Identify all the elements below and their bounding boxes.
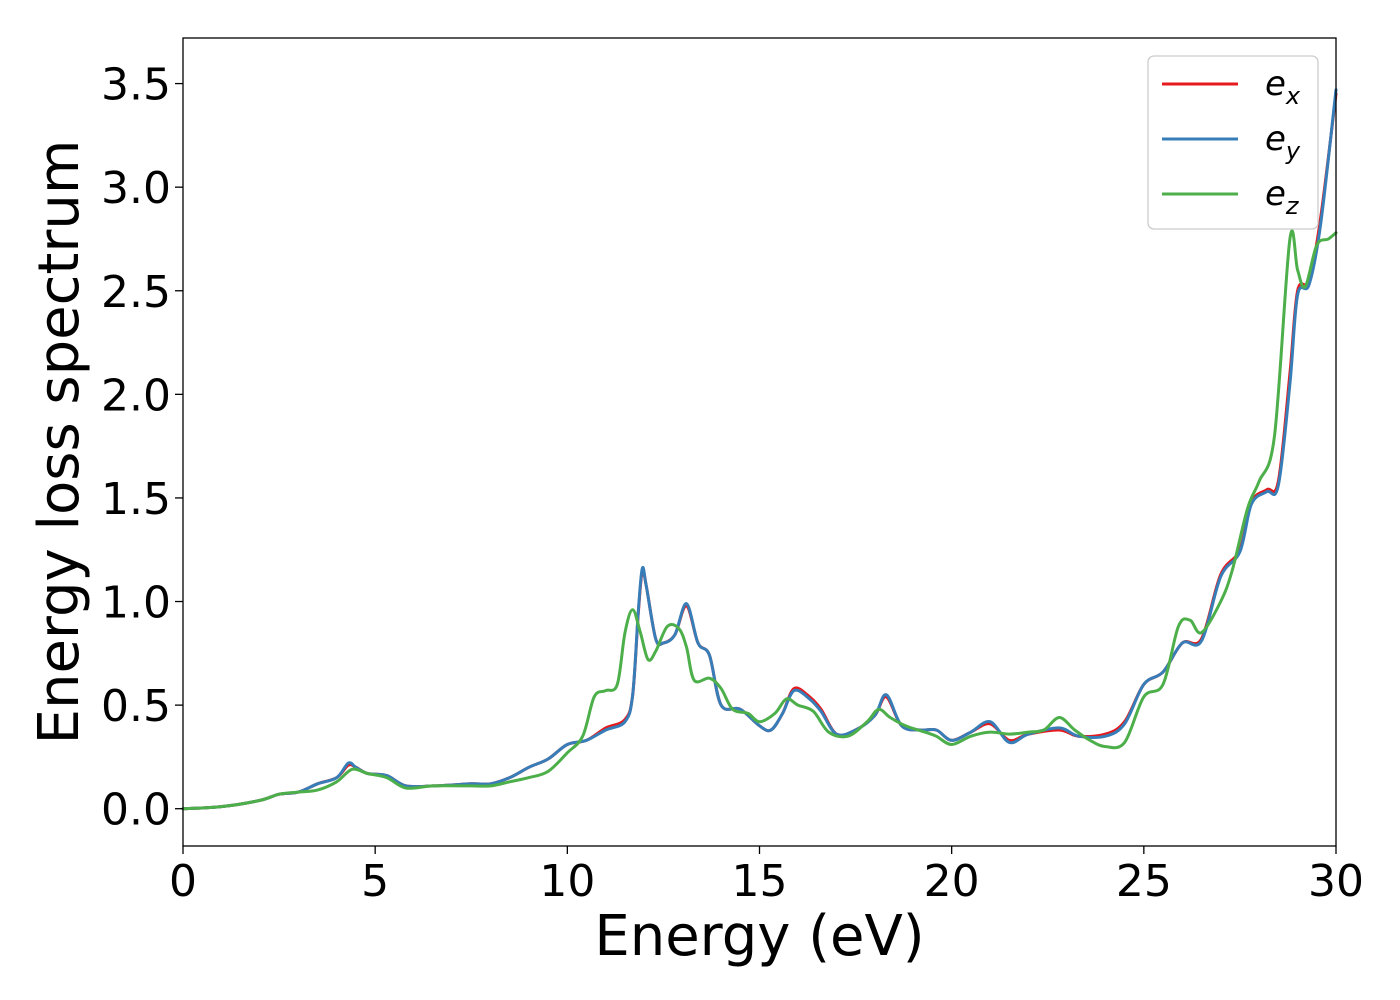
x-axis-ticks: 0 5 10 15 20 25 30 bbox=[169, 846, 1364, 907]
y-tick-label: 1.5 bbox=[101, 474, 171, 525]
y-axis-label: Energy loss spectrum bbox=[27, 140, 92, 745]
x-tick-label: 10 bbox=[539, 856, 595, 907]
x-tick-label: 30 bbox=[1308, 856, 1364, 907]
legend-label: ez bbox=[1265, 174, 1300, 220]
y-tick-label: 0.0 bbox=[101, 785, 171, 836]
x-axis-label: Energy (eV) bbox=[594, 904, 924, 969]
x-tick-label: 5 bbox=[361, 856, 389, 907]
x-tick-label: 0 bbox=[169, 856, 197, 907]
y-tick-label: 3.5 bbox=[101, 60, 171, 111]
legend-label-subscript: z bbox=[1285, 192, 1300, 220]
y-tick-label: 2.5 bbox=[101, 267, 171, 318]
series-line-e-z bbox=[181, 229, 1338, 811]
y-tick-label: 3.0 bbox=[101, 163, 171, 214]
legend-label-subscript: x bbox=[1285, 82, 1301, 110]
y-tick-label: 2.0 bbox=[101, 370, 171, 421]
legend-box bbox=[1147, 55, 1319, 230]
y-tick-label: 0.5 bbox=[101, 681, 171, 732]
legend-label: ey bbox=[1265, 119, 1301, 165]
legend-label-base: e bbox=[1265, 119, 1286, 159]
legend-label-base: e bbox=[1265, 64, 1286, 104]
legend-label: ex bbox=[1265, 64, 1301, 110]
plot-background bbox=[183, 38, 1336, 846]
legend-label-subscript: y bbox=[1285, 137, 1301, 165]
y-axis-ticks: 0.0 0.5 1.0 1.5 2.0 2.5 3.0 3.5 bbox=[101, 60, 183, 836]
x-tick-label: 25 bbox=[1116, 856, 1172, 907]
x-tick-label: 20 bbox=[924, 856, 980, 907]
y-tick-label: 1.0 bbox=[101, 578, 171, 629]
legend-label-base: e bbox=[1265, 174, 1286, 214]
x-tick-label: 15 bbox=[732, 856, 788, 907]
series-layer bbox=[181, 88, 1338, 811]
